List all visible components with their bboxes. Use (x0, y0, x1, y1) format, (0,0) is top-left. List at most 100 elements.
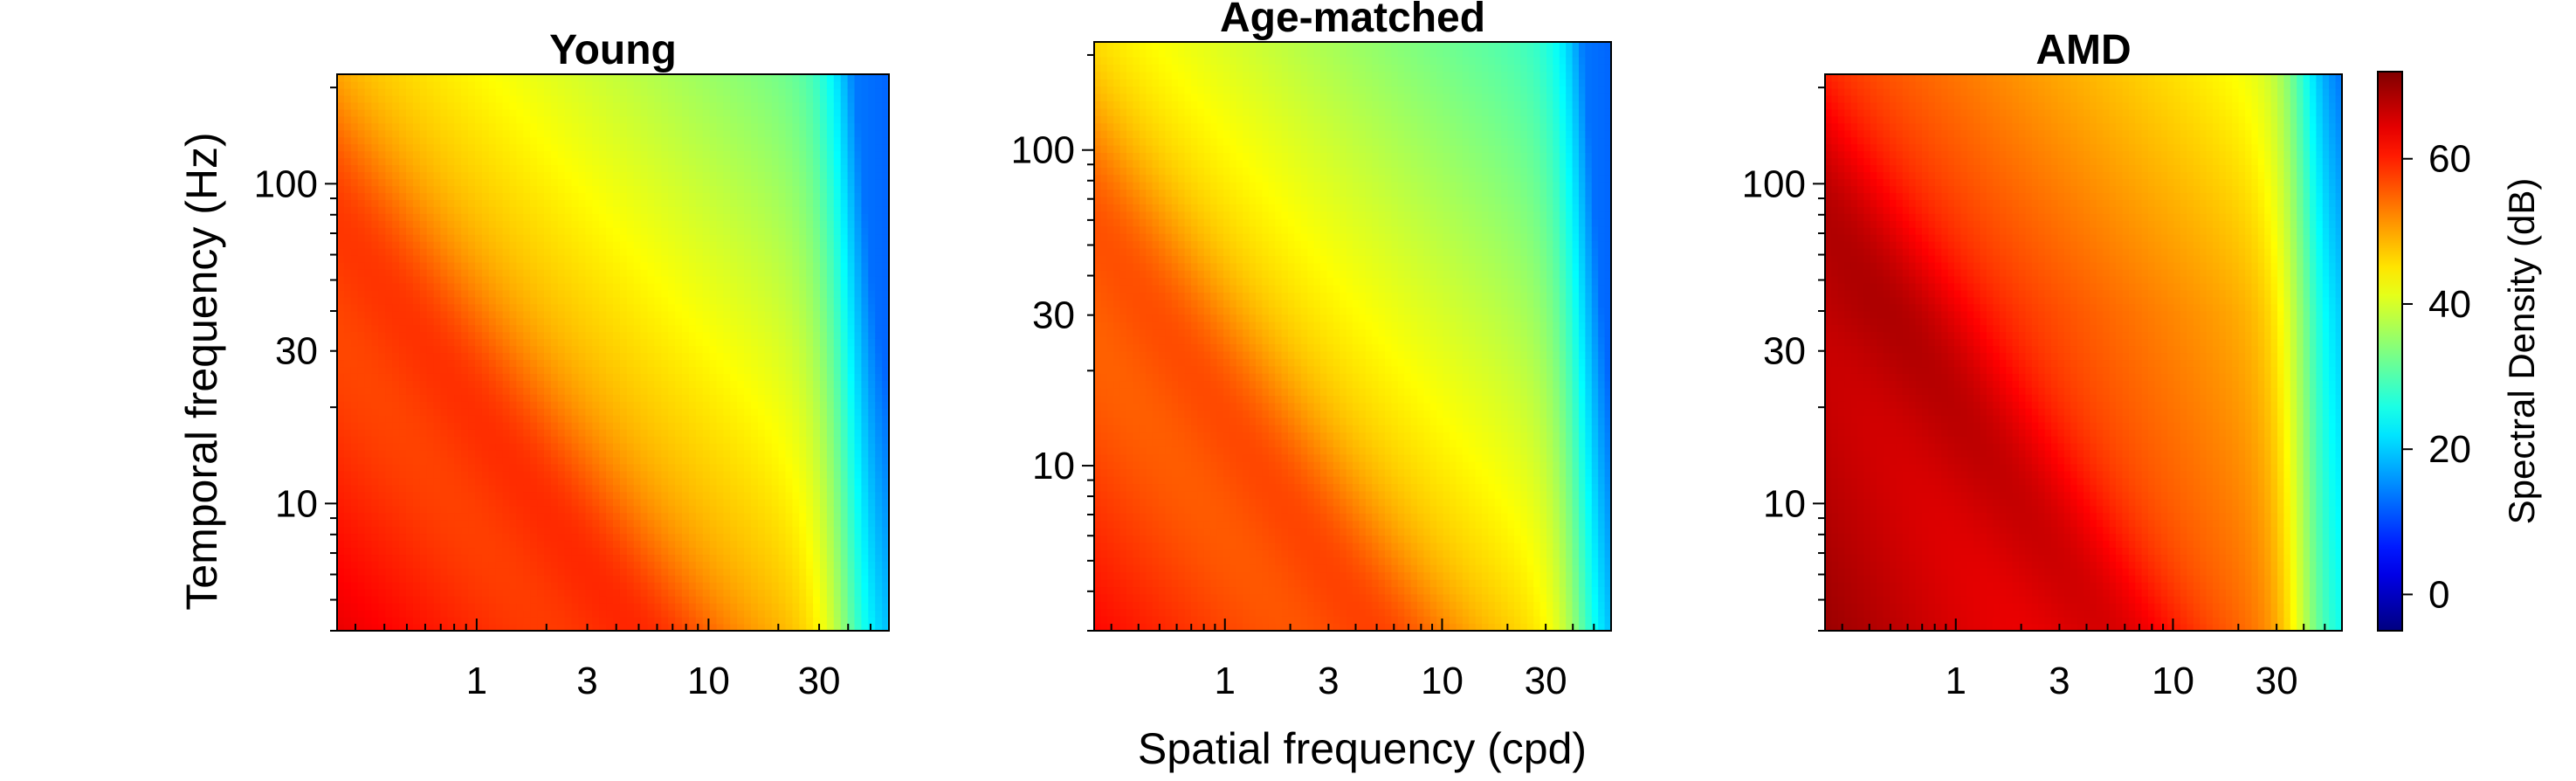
heatmap-cell (502, 143, 511, 152)
heatmap-cell (537, 443, 545, 451)
heatmap-cell (557, 415, 566, 423)
heatmap-cell (661, 227, 669, 235)
heatmap-cell (585, 415, 593, 423)
heatmap-cell (433, 554, 442, 562)
heatmap-cell (757, 429, 766, 437)
heatmap-cell (751, 317, 759, 326)
heatmap-cell (544, 408, 552, 416)
heatmap-cell (461, 415, 469, 423)
heatmap-cell (578, 547, 586, 556)
heatmap-cell (571, 589, 580, 597)
heatmap-cell (343, 171, 352, 180)
heatmap-cell (716, 164, 724, 173)
heatmap-cell (557, 115, 566, 124)
heatmap-cell (550, 94, 559, 103)
heatmap-cell (461, 122, 469, 131)
heatmap-cell (350, 477, 359, 486)
heatmap-cell (557, 289, 566, 298)
heatmap-cell (730, 331, 738, 340)
heatmap-cell (426, 575, 435, 583)
heatmap-cell (626, 101, 635, 110)
heatmap-cell (564, 74, 573, 82)
heatmap-cell (419, 526, 428, 535)
heatmap-cell (619, 150, 628, 159)
heatmap-cell (399, 185, 407, 193)
heatmap-cell (557, 603, 566, 611)
heatmap-cell (337, 296, 345, 305)
heatmap-cell (613, 234, 621, 242)
heatmap-cell (737, 234, 745, 242)
heatmap-cell (364, 617, 373, 625)
heatmap-cell (530, 171, 538, 180)
heatmap-cell (619, 554, 628, 562)
heatmap-cell (550, 234, 559, 242)
heatmap-cell (475, 185, 483, 193)
heatmap-cell (675, 296, 683, 305)
heatmap-cell (426, 477, 435, 486)
heatmap-cell (337, 547, 345, 556)
heatmap-cell (447, 289, 455, 298)
heatmap-cell (606, 422, 614, 430)
heatmap-cell (544, 199, 552, 207)
heatmap-cell (530, 303, 538, 312)
heatmap-cell (606, 540, 614, 549)
heatmap-cell (640, 610, 649, 618)
heatmap-cell (744, 241, 752, 249)
heatmap-cell (751, 143, 759, 152)
heatmap-cell (461, 540, 469, 549)
heatmap-cell (406, 366, 414, 374)
heatmap-cell (343, 80, 352, 89)
heatmap-cell (516, 296, 524, 305)
heatmap-cell (716, 526, 724, 535)
heatmap-cell (419, 199, 428, 207)
heatmap-cell (516, 373, 524, 381)
heatmap-cell (626, 275, 635, 284)
heatmap-cell (585, 380, 593, 388)
heatmap-cell (571, 477, 580, 486)
heatmap-cell (385, 429, 393, 437)
heatmap-cell (744, 171, 752, 180)
heatmap-cell (619, 408, 628, 416)
heatmap-cell (578, 74, 586, 82)
heatmap-cell (454, 449, 462, 458)
heatmap-cell (668, 136, 676, 145)
heatmap-cell (475, 248, 483, 256)
heatmap-cell (730, 345, 738, 354)
heatmap-cell (675, 310, 683, 319)
heatmap-cell (654, 387, 662, 395)
heatmap-cell (606, 575, 614, 583)
heatmap-cell (371, 310, 379, 319)
heatmap-cell (337, 387, 345, 395)
heatmap-cell (557, 505, 566, 514)
heatmap-cell (702, 624, 711, 632)
heatmap-cell (709, 540, 718, 549)
heatmap-cell (392, 255, 400, 263)
heatmap-cell (564, 296, 573, 305)
heatmap-cell (357, 484, 366, 493)
heatmap-cell (633, 213, 642, 221)
heatmap-cell (357, 470, 366, 479)
heatmap-cell (406, 234, 414, 242)
heatmap-cell (537, 359, 545, 368)
heatmap-cell (709, 456, 718, 465)
heatmap-cell (751, 575, 759, 583)
heatmap-cell (461, 373, 469, 381)
heatmap-cell (757, 477, 766, 486)
heatmap-cell (440, 234, 448, 242)
heatmap-cell (647, 408, 655, 416)
heatmap-cell (488, 338, 497, 347)
heatmap-cell (723, 498, 731, 507)
heatmap-cell (571, 248, 580, 256)
heatmap-cell (585, 610, 593, 618)
heatmap-cell (412, 185, 421, 193)
heatmap-cell (502, 380, 511, 388)
heatmap-cell (730, 268, 738, 277)
heatmap-cell (426, 443, 435, 451)
heatmap-cell (357, 227, 366, 235)
heatmap-cell (613, 164, 621, 173)
heatmap-cell (626, 408, 635, 416)
heatmap-cell (468, 610, 476, 618)
heatmap-cell (550, 394, 559, 402)
heatmap-cell (481, 108, 490, 117)
heatmap-cell (709, 387, 718, 395)
